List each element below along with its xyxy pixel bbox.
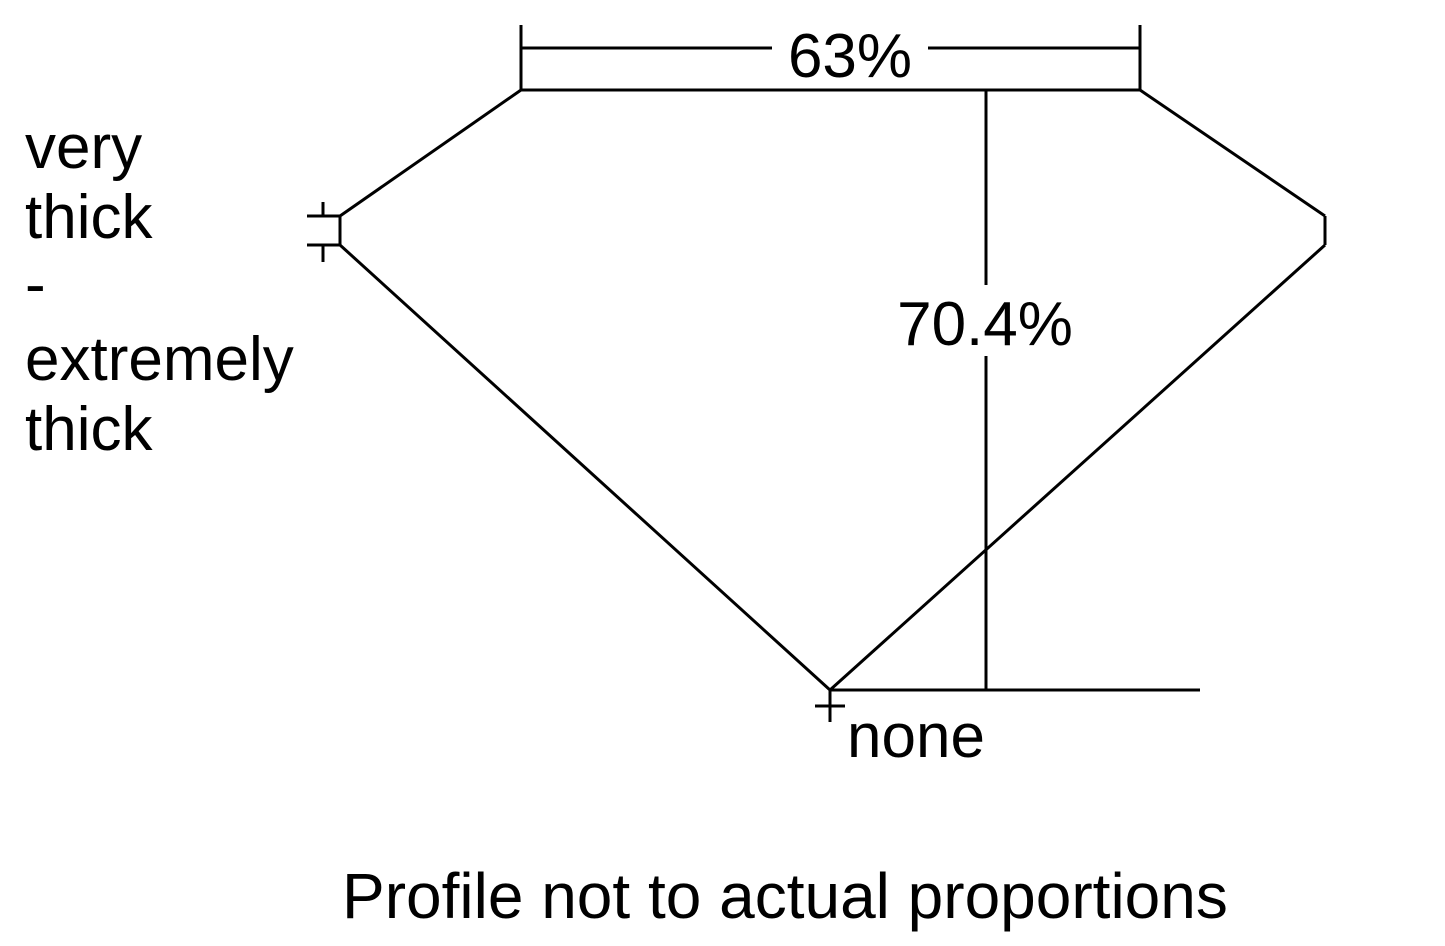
diamond-outline [338, 88, 1327, 692]
pavilion-right [828, 243, 1327, 692]
depth-percent-label: 70.4% [897, 290, 1073, 359]
pavilion-left [338, 243, 832, 692]
table-dimension: 63% [519, 22, 1142, 91]
caption: Profile not to actual proportions [342, 860, 1228, 932]
girdle-label-line: very [25, 113, 142, 182]
girdle-label-line: thick [25, 183, 153, 252]
depth-dimension: 70.4% [830, 90, 1200, 692]
girdle-label-line: extremely [25, 325, 294, 394]
culet-label: none [847, 702, 985, 771]
table-percent-label: 63% [788, 22, 912, 91]
girdle-marker [307, 202, 340, 262]
girdle-label-line: thick [25, 395, 153, 464]
crown-right [1139, 88, 1326, 218]
culet-marker: none [815, 690, 985, 771]
girdle-label-line: - [25, 250, 46, 319]
girdle-label: very thick - extremely thick [25, 113, 294, 464]
crown-left [339, 88, 522, 218]
